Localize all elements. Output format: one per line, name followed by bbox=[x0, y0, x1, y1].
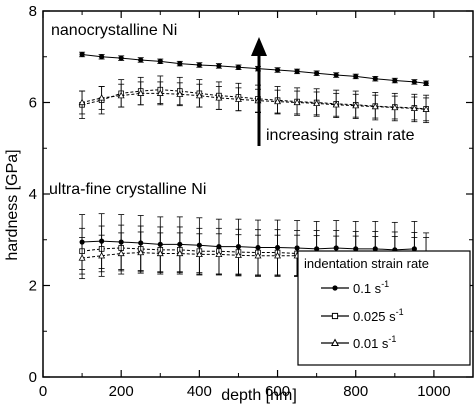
data-point bbox=[78, 98, 86, 106]
plot-area bbox=[78, 51, 430, 280]
legend-sup-1: -1 bbox=[396, 307, 404, 317]
data-point bbox=[99, 54, 105, 60]
data-point bbox=[294, 68, 300, 74]
up-arrow-icon bbox=[251, 37, 267, 146]
data-point bbox=[353, 73, 359, 80]
data-point bbox=[118, 55, 124, 61]
data-point bbox=[234, 251, 242, 258]
data-point bbox=[274, 67, 281, 73]
svg-text:0.025 s-1: 0.025 s-1 bbox=[353, 307, 404, 324]
svg-text:0.01 s-1: 0.01 s-1 bbox=[353, 334, 396, 351]
data-point bbox=[314, 70, 320, 76]
data-point bbox=[176, 249, 184, 257]
legend-entry-1: 0.025 s-1 bbox=[321, 307, 404, 324]
legend-sup-0: -1 bbox=[381, 279, 389, 289]
data-point bbox=[371, 102, 379, 110]
data-point bbox=[235, 64, 242, 70]
data-point bbox=[157, 58, 163, 64]
data-point bbox=[137, 248, 145, 256]
x-tick-label: 200 bbox=[109, 383, 134, 400]
data-point bbox=[195, 250, 203, 257]
series-1 bbox=[79, 75, 430, 124]
legend-sup-2: -1 bbox=[388, 334, 396, 344]
data-point bbox=[411, 79, 417, 85]
series-2 bbox=[78, 81, 430, 122]
series-0 bbox=[79, 51, 430, 86]
data-point bbox=[78, 254, 86, 261]
x-tick-label: 600 bbox=[265, 383, 290, 400]
data-point bbox=[234, 95, 242, 102]
data-point bbox=[254, 251, 262, 259]
legend-entry-2: 0.01 s-1 bbox=[321, 334, 396, 351]
data-point bbox=[176, 90, 184, 97]
x-tick-label: 800 bbox=[343, 383, 368, 400]
data-point bbox=[156, 249, 164, 257]
data-point bbox=[138, 57, 144, 63]
axes-frame: 0 200 400 600 800 1000 0 2 4 6 8 bbox=[29, 3, 474, 400]
data-point bbox=[372, 76, 378, 82]
data-point bbox=[392, 77, 398, 84]
annotation-nanocrystalline: nanocrystalline Ni bbox=[51, 22, 177, 39]
data-point bbox=[177, 61, 183, 67]
legend-label-0: 0.1 s bbox=[353, 281, 382, 296]
legend-label-1: 0.025 s bbox=[353, 309, 396, 324]
data-point bbox=[98, 251, 106, 259]
data-point bbox=[215, 94, 223, 101]
data-point bbox=[79, 51, 85, 58]
series-line bbox=[82, 240, 415, 251]
data-point bbox=[216, 63, 222, 69]
data-point bbox=[391, 103, 399, 111]
data-point bbox=[274, 97, 282, 105]
y-tick-label: 2 bbox=[29, 278, 37, 295]
y-tick-label: 0 bbox=[29, 369, 37, 386]
legend-label-2: 0.01 s bbox=[353, 336, 389, 351]
y-tick-label: 4 bbox=[29, 186, 37, 203]
x-tick-label: 1000 bbox=[417, 383, 450, 400]
open-square-marker-icon bbox=[331, 312, 339, 320]
annotation-strain-rate: increasing strain rate bbox=[266, 127, 415, 144]
data-point bbox=[352, 101, 360, 109]
y-axis-label: hardness [GPa] bbox=[4, 149, 21, 260]
x-tick-label: 0 bbox=[39, 383, 47, 400]
data-point bbox=[117, 249, 125, 257]
y-tick-label: 8 bbox=[29, 3, 37, 20]
data-point bbox=[422, 105, 430, 112]
data-point bbox=[215, 250, 223, 257]
x-tick-label: 400 bbox=[187, 383, 212, 400]
data-point bbox=[98, 94, 106, 101]
legend-box bbox=[297, 250, 471, 366]
annotation-ultrafine: ultra-fine crystalline Ni bbox=[49, 181, 206, 198]
x-axis-label: depth [nm] bbox=[221, 387, 297, 404]
data-point bbox=[410, 104, 418, 112]
data-point bbox=[196, 62, 202, 68]
data-point bbox=[274, 251, 282, 259]
legend: indentation strain rate 0.1 s-1 0.025 s-… bbox=[297, 250, 471, 366]
filled-circle-marker-icon bbox=[332, 285, 338, 291]
data-point bbox=[423, 80, 429, 86]
data-point bbox=[117, 91, 125, 99]
data-point bbox=[137, 89, 145, 96]
open-triangle-marker-icon bbox=[330, 338, 340, 346]
data-point bbox=[333, 72, 339, 78]
legend-entry-0: 0.1 s-1 bbox=[321, 279, 389, 296]
y-tick-label: 6 bbox=[29, 95, 37, 112]
data-point bbox=[332, 100, 340, 108]
legend-title: indentation strain rate bbox=[304, 256, 429, 271]
data-point bbox=[156, 89, 164, 96]
data-point bbox=[293, 98, 301, 106]
svg-text:0.1 s-1: 0.1 s-1 bbox=[353, 279, 389, 296]
data-point bbox=[195, 91, 203, 99]
data-point bbox=[313, 99, 321, 107]
